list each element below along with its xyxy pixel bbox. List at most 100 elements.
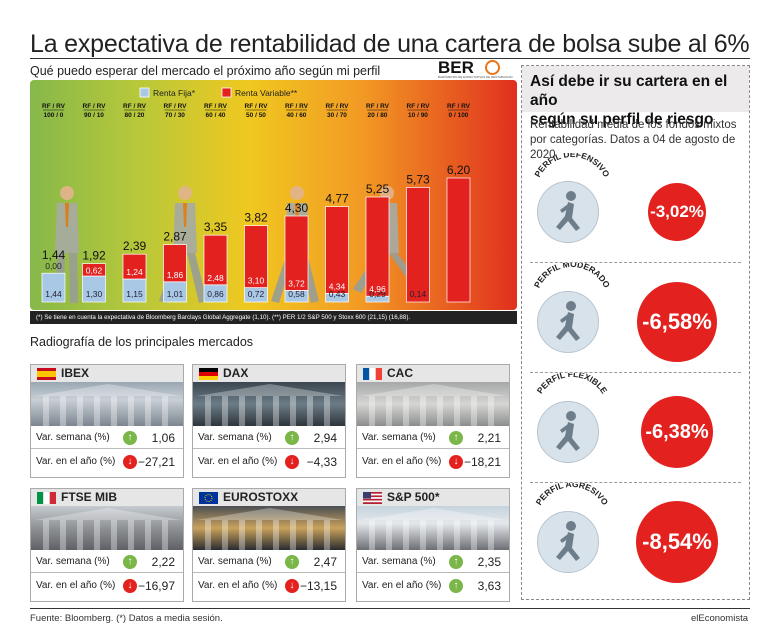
- category-label-top: RF / RV: [407, 103, 431, 110]
- year-change-value: −18,21: [463, 455, 501, 469]
- label-renta-fija: 1,44: [45, 289, 62, 299]
- label-renta-variable: 1,86: [167, 270, 184, 280]
- year-change-row: Var. en el año (%) ↓ −4,33: [193, 451, 345, 473]
- market-card-header: EUROSTOXX: [193, 489, 345, 506]
- market-name: DAX: [223, 366, 249, 380]
- building-columns-icon: [197, 508, 343, 550]
- year-change-value: −27,21: [137, 455, 175, 469]
- risk-profile: PERFIL MODERADO -6,58%: [522, 263, 749, 373]
- title-rule: [30, 58, 750, 59]
- bar-renta-variable: [365, 196, 390, 297]
- label-renta-fija: 0,29: [369, 289, 386, 299]
- category-label-bottom: 90 / 10: [84, 112, 104, 119]
- flag-icon: [363, 368, 382, 380]
- market-card: EUROSTOXX Var. semana (%) ↑ 2,47 Var. en…: [192, 488, 346, 602]
- runner-icon: [537, 511, 599, 573]
- week-change-label: Var. semana (%): [198, 556, 272, 567]
- arrow-down-icon: ↓: [123, 455, 137, 469]
- year-change-row: Var. en el año (%) ↑ 3,63: [357, 575, 509, 597]
- profile-separator: [530, 262, 741, 263]
- arrow-up-icon: ↑: [449, 555, 463, 569]
- category-label-top: RF / RV: [447, 103, 471, 110]
- category-label-top: RF / RV: [83, 103, 107, 110]
- market-card: FTSE MIB Var. semana (%) ↑ 2,22 Var. en …: [30, 488, 184, 602]
- category-label-bottom: 60 / 40: [206, 112, 226, 119]
- category-label-bottom: 0 / 100: [449, 112, 469, 119]
- bar-renta-variable: [122, 253, 147, 280]
- risk-profile: PERFIL FLEXIBLE -6,38%: [522, 373, 749, 483]
- label-renta-fija: 0,86: [207, 289, 224, 299]
- total-label: 1,92: [82, 249, 106, 263]
- bar-renta-variable: [203, 234, 228, 286]
- risk-profile: PERFIL AGRESIVO -8,54%: [522, 483, 749, 593]
- profile-return-value: -3,02%: [650, 202, 704, 221]
- week-change-row: Var. semana (%) ↑ 2,35: [357, 551, 509, 573]
- market-card: CAC Var. semana (%) ↑ 2,21 Var. en el añ…: [356, 364, 510, 478]
- bar-renta-variable: [406, 187, 430, 303]
- total-label: 3,35: [204, 220, 228, 234]
- label-renta-fija: 0,14: [410, 289, 427, 299]
- category-label-bottom: 30 / 70: [327, 112, 347, 119]
- category-label-top: RF / RV: [123, 103, 147, 110]
- profile-separator: [530, 372, 741, 373]
- week-change-row: Var. semana (%) ↑ 2,47: [193, 551, 345, 573]
- arrow-up-icon: ↑: [285, 431, 299, 445]
- market-building-photo: [31, 382, 183, 426]
- total-label: 2,87: [163, 230, 187, 244]
- building-columns-icon: [361, 384, 507, 426]
- profile-return-badge: -8,54%: [636, 501, 718, 583]
- profile-name: PERFIL MODERADO: [532, 263, 612, 290]
- building-columns-icon: [197, 384, 343, 426]
- week-change-row: Var. semana (%) ↑ 2,22: [31, 551, 183, 573]
- total-label: 4,30: [285, 201, 309, 215]
- arrow-up-icon: ↑: [123, 431, 137, 445]
- profiles-panel: Así debe ir su cartera en el año según s…: [521, 65, 750, 600]
- bar-renta-variable: [325, 206, 349, 294]
- arrow-up-icon: ↑: [123, 555, 137, 569]
- category-label-bottom: 80 / 20: [125, 112, 145, 119]
- category-label-bottom: 100 / 0: [44, 112, 64, 119]
- category-label-top: RF / RV: [326, 103, 350, 110]
- risk-profile: PERFIL DEFENSIVO -3,02%: [522, 153, 749, 263]
- ber-logo-text: BER: [438, 58, 474, 77]
- year-change-row: Var. en el año (%) ↓ −27,21: [31, 451, 183, 473]
- bar-renta-variable: [446, 177, 471, 303]
- total-label: 3,82: [244, 211, 268, 225]
- chart-footnote: (*) Se tiene en cuenta la expectativa de…: [30, 311, 517, 324]
- bar-group: 0,434,34 4,77 RF / RV 30 / 70: [325, 103, 350, 303]
- week-change-value: 2,47: [313, 555, 337, 569]
- market-card-header: CAC: [357, 365, 509, 382]
- total-label: 6,20: [447, 163, 471, 177]
- bar-group: 1,15 1,24 2,39 RF / RV 80 / 20: [122, 103, 147, 303]
- market-building-photo: [193, 506, 345, 550]
- bar-group: 0,14 5,73 RF / RV 10 / 90: [406, 103, 431, 303]
- week-change-value: 2,21: [477, 431, 501, 445]
- label-renta-fija: 1,01: [167, 289, 184, 299]
- label-renta-variable: 2,48: [207, 273, 224, 283]
- bar-group: 0,86 2,48 3,35 RF / RV 60 / 40: [203, 103, 228, 303]
- runner-icon: [537, 181, 599, 243]
- label-renta-fija: 1,30: [86, 289, 103, 299]
- week-change-value: 2,94: [313, 431, 337, 445]
- arrow-down-icon: ↓: [123, 579, 137, 593]
- bar-group: 0,72 3,10 3,82 RF / RV 50 / 50: [244, 103, 268, 303]
- year-change-label: Var. en el año (%): [198, 456, 278, 467]
- market-card-header: IBEX: [31, 365, 183, 382]
- category-label-top: RF / RV: [42, 103, 66, 110]
- market-name: S&P 500*: [387, 490, 440, 504]
- label-renta-variable: 0,62: [86, 266, 103, 276]
- label-renta-fija: 1,15: [126, 289, 143, 299]
- total-label: 5,73: [406, 172, 430, 186]
- category-label-top: RF / RV: [204, 103, 228, 110]
- label-renta-variable: 4,96: [369, 284, 386, 294]
- page-title: La expectativa de rentabilidad de una ca…: [30, 30, 750, 58]
- ber-logo-icon: [485, 60, 500, 75]
- year-change-value: 3,63: [477, 579, 501, 593]
- label-renta-variable: 3,72: [288, 278, 305, 288]
- building-columns-icon: [35, 384, 181, 426]
- profile-separator: [530, 482, 741, 483]
- year-change-value: −16,97: [137, 579, 175, 593]
- category-label-top: RF / RV: [285, 103, 309, 110]
- year-change-value: −4,33: [306, 455, 337, 469]
